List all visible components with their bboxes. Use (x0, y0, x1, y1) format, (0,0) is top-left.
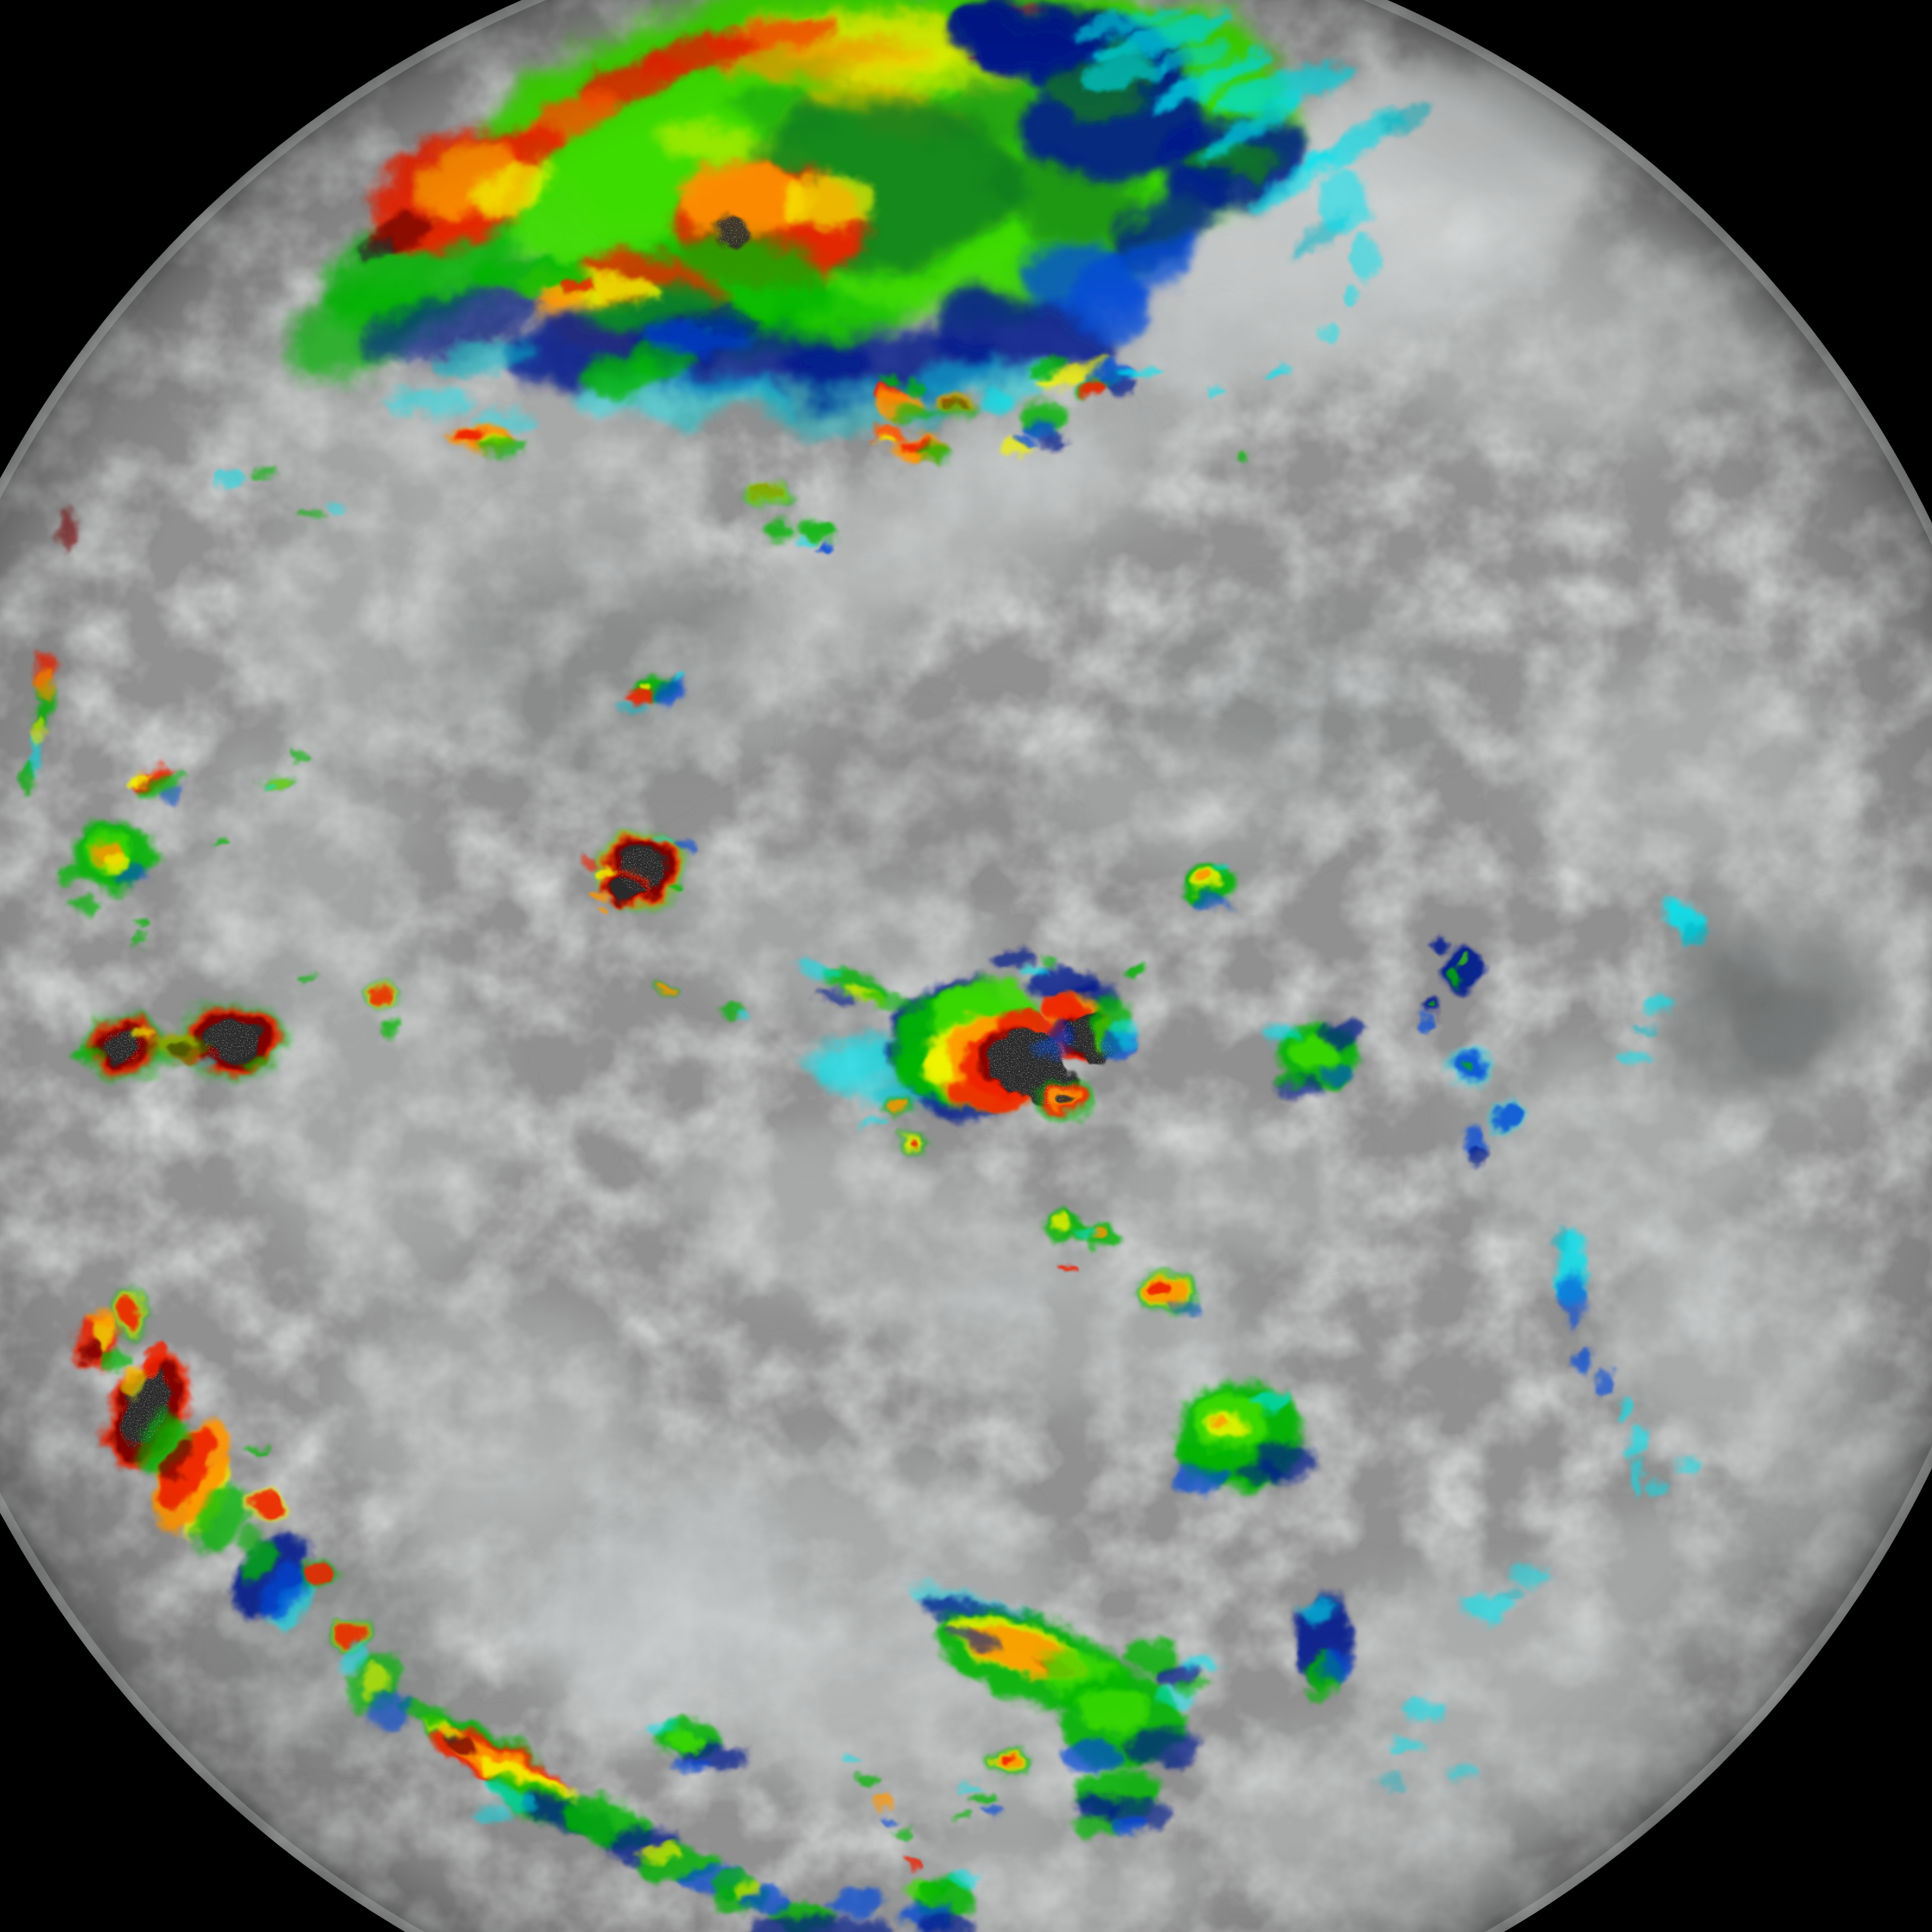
earth-disk (0, 0, 1932, 1932)
earth-disk-svg (0, 0, 1932, 1932)
satellite-full-disk-image (0, 0, 1932, 1932)
limb-vignette (0, 0, 1932, 1932)
